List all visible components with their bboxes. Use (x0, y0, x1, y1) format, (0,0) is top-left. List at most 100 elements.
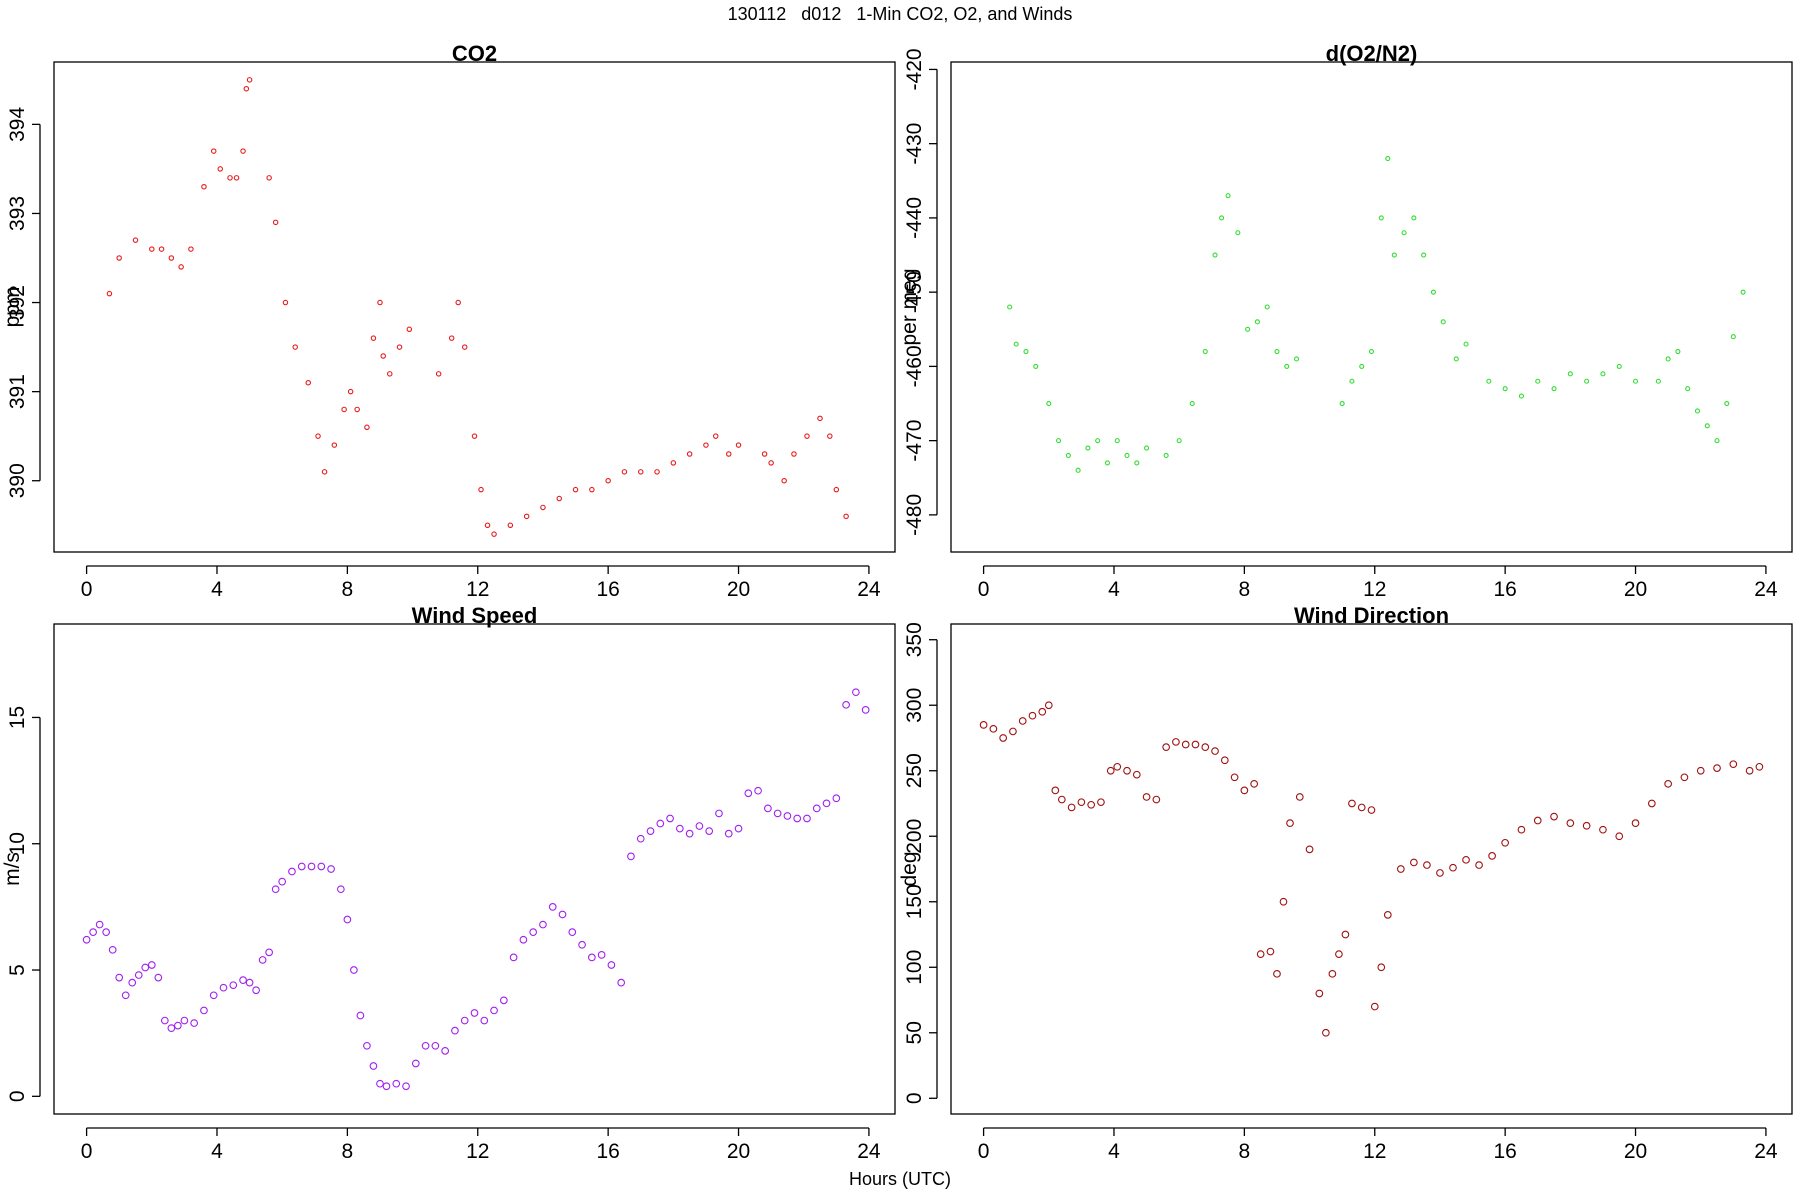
co2-point (272, 219, 279, 226)
o2n2-y-tick-label: -420 (903, 48, 926, 90)
wind-speed-point (480, 1016, 489, 1025)
o2n2-point (1518, 393, 1524, 399)
wind-speed-point (558, 910, 567, 919)
wind-speed-plot-frame (53, 623, 896, 1115)
co2-y-tick-label: 393 (6, 196, 29, 231)
wind-speed-point (509, 953, 518, 962)
o2n2-point (1033, 363, 1039, 369)
co2-point (589, 486, 595, 493)
wind-speed-point (265, 948, 273, 957)
o2n2-point (1600, 371, 1606, 377)
wind-speed-point (676, 824, 684, 833)
wind-speed-point (134, 971, 143, 979)
o2n2-point (1007, 304, 1013, 310)
wind-speed-point (154, 973, 163, 982)
wind-direction-x-tick-label: 12 (1363, 1140, 1386, 1163)
o2n2-point (1740, 289, 1746, 295)
o2n2-point (1714, 438, 1720, 444)
co2-point (377, 299, 383, 306)
wind-speed-point (278, 877, 287, 886)
o2n2-point (1584, 378, 1590, 384)
wind-direction-point (999, 734, 1008, 742)
co2-point (484, 522, 491, 529)
wind-direction-x-tick-label: 20 (1624, 1140, 1647, 1163)
o2n2-title: d(O2/N2) (1326, 41, 1418, 66)
wind-direction-point (1423, 861, 1431, 869)
wind-speed-point (128, 978, 137, 987)
o2n2-point (1013, 341, 1019, 347)
wind-direction-y-tick-label: 150 (903, 884, 926, 919)
wind-speed-point (460, 1016, 469, 1025)
o2n2-point (1502, 386, 1508, 392)
co2-point (478, 486, 484, 493)
wind-direction-point (1106, 766, 1115, 775)
wind-speed-point (297, 862, 306, 871)
wind-speed-y-tick-label: 0 (6, 1090, 29, 1102)
co2-point (243, 85, 250, 92)
wind-direction-title: Wind Direction (1294, 603, 1449, 628)
wind-speed-point (499, 996, 508, 1005)
wind-direction-point (1647, 799, 1656, 808)
wind-direction-x-tick-label: 24 (1754, 1140, 1778, 1163)
wind-direction-point (1396, 865, 1405, 873)
wind-direction-point (1713, 764, 1721, 772)
wind-speed-point (685, 829, 694, 838)
co2-point (168, 255, 175, 261)
co2-x-tick-label: 0 (81, 578, 93, 601)
wind-speed-point (350, 966, 358, 974)
co2-y-tick-label: 392 (6, 285, 29, 320)
wind-speed-point (327, 865, 335, 873)
wind-direction-point (1517, 825, 1526, 834)
wind-direction-y-tick-label: 200 (903, 819, 926, 854)
wind-direction-point (1341, 930, 1350, 939)
wind-direction-point (1582, 821, 1591, 830)
co2-point (572, 486, 579, 493)
wind-speed-point (597, 951, 606, 959)
wind-speed-point (734, 824, 743, 833)
wind-direction-point (1305, 845, 1314, 854)
wind-direction-point (1240, 786, 1249, 795)
wind-speed-point (548, 903, 557, 911)
co2-point (654, 469, 660, 475)
wind-direction-point (1475, 861, 1483, 869)
wind-direction-point (979, 721, 988, 729)
co2-point (246, 77, 253, 83)
wind-speed-point (441, 1047, 450, 1055)
co2-point (386, 371, 393, 377)
wind-speed-point (307, 862, 316, 871)
co2-point (491, 531, 497, 537)
co2-point (188, 246, 194, 252)
wind-direction-point (1729, 760, 1738, 769)
wind-speed-point (343, 915, 352, 924)
co2-point (735, 442, 742, 448)
wind-direction-point (1273, 969, 1281, 978)
co2-point (178, 264, 184, 270)
wind-direction-point (1357, 803, 1366, 812)
o2n2-point (1124, 452, 1130, 459)
wind-direction-point (1162, 743, 1170, 752)
o2n2-point (1486, 378, 1492, 384)
wind-direction-point (1696, 766, 1705, 775)
wind-direction-y-tick-label: 100 (903, 950, 926, 985)
wind-speed-point (724, 829, 733, 838)
o2n2-point (1114, 438, 1120, 444)
co2-point (791, 451, 797, 457)
co2-point (761, 451, 768, 457)
o2n2-point (1046, 400, 1052, 407)
wind-speed-point (852, 688, 860, 697)
o2n2-point (1685, 386, 1691, 392)
co2-point (471, 433, 478, 439)
wind-speed-point (141, 963, 150, 972)
o2n2-point (1056, 438, 1062, 444)
co2-point (461, 344, 468, 350)
o2n2-ylabel: per meg (898, 268, 921, 345)
wind-direction-point (1295, 793, 1304, 801)
wind-speed-point (617, 978, 626, 987)
wind-direction-point (1367, 806, 1376, 814)
wind-direction-point (1230, 773, 1239, 782)
wind-speed-point (95, 920, 104, 929)
co2-point (827, 433, 833, 439)
wind-direction-point (1044, 701, 1053, 710)
o2n2-panel: d(O2/N2) 0 4 8 12 16 20 24 -480 -470 -460 -450 -440 -… (898, 41, 1793, 601)
wind-speed-point (317, 862, 326, 871)
